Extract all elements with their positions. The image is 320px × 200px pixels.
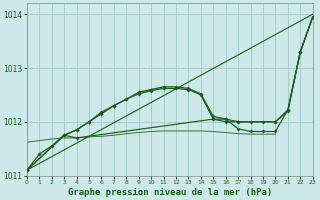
X-axis label: Graphe pression niveau de la mer (hPa): Graphe pression niveau de la mer (hPa): [68, 188, 272, 197]
